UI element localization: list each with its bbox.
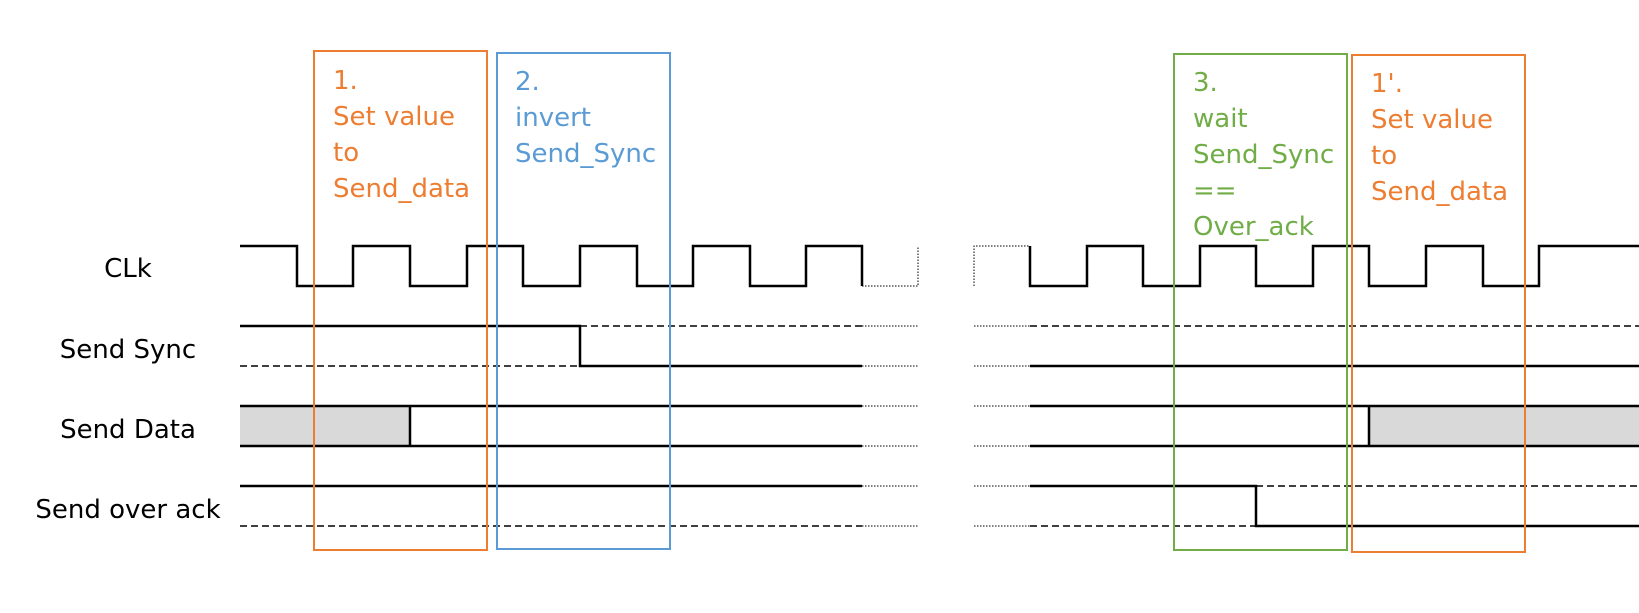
step-1-line-3: to [333,138,359,168]
step-1-box [313,50,488,551]
step-3-line-4: == [1193,176,1237,206]
step-2-line-1: 2. [515,67,540,97]
step-2-box [496,52,671,550]
step-1-prime-line-4: Send_data [1371,177,1508,207]
send-data-waveform-right [1030,404,1639,448]
send-data-waveform-left [240,404,862,448]
signal-label-clk: CLk [104,254,152,284]
step-1-prime-line-2: Set value [1371,105,1493,135]
send-data-unknown-region-right [1369,406,1639,446]
step-3-line-3: Send_Sync [1193,140,1334,170]
send-over-ack-waveform-right [1030,484,1639,528]
send-data-unknown-region-left [240,406,410,446]
clk-waveform-left [240,244,864,288]
step-1-annotation: 1. Set value to Send_data [313,50,488,551]
signal-label-send-sync: Send Sync [60,335,196,365]
send-sync-waveform-left [240,324,862,368]
send-over-ack-continuation-left [862,485,918,527]
step-2-line-3: Send_Sync [515,139,656,169]
step-2-annotation: 2. invert Send_Sync [496,52,671,550]
send-over-ack-alt-level-right [1030,485,1639,527]
send-data-continuation-left [862,405,918,447]
step-1-line-2: Set value [333,102,455,132]
clk-waveform-right [1028,244,1639,288]
step-3-line-5: Over_ack [1193,212,1314,242]
step-1-prime-box [1351,54,1526,553]
step-2-line-2: invert [515,103,591,133]
step-1-prime-line-1: 1'. [1371,69,1403,99]
signal-label-send-over-ack: Send over ack [35,495,220,525]
clk-continuation-left [862,246,919,287]
step-1-line-4: Send_data [333,174,470,204]
send-sync-lead-in-right [974,325,1030,367]
send-sync-continuation-left [862,325,918,367]
step-3-line-1: 3. [1193,68,1218,98]
step-1-line-1: 1. [333,66,358,96]
send-sync-alt-level-left [240,325,862,367]
step-1-prime-line-3: to [1371,141,1397,171]
send-over-ack-lead-in-right [974,485,1030,527]
step-3-box [1173,53,1348,551]
step-3-annotation: 3. wait Send_Sync == Over_ack [1173,53,1348,551]
step-1-prime-annotation: 1'. Set value to Send_data [1351,54,1526,553]
send-data-lead-in-right [974,405,1030,447]
step-3-line-2: wait [1193,104,1248,134]
signal-label-send-data: Send Data [60,415,196,445]
clk-lead-in-right [973,245,1030,286]
